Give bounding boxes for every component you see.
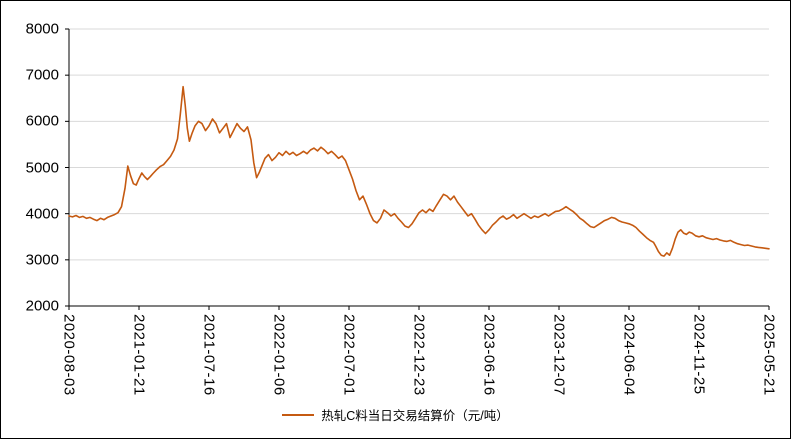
chart-legend: 热轧C料当日交易结算价（元/吨） (1, 405, 790, 424)
y-axis-tick-label: 4000 (25, 205, 59, 223)
x-axis-tick-label: 2023-12-07 (550, 314, 568, 396)
y-axis-tick-label: 8000 (25, 20, 59, 38)
y-axis-tick-label: 3000 (25, 251, 59, 269)
x-axis-tick-label: 2021-07-16 (200, 314, 218, 396)
y-axis-tick-label: 7000 (25, 66, 59, 84)
x-axis-tick-label: 2022-12-23 (410, 314, 428, 396)
legend-label: 热轧C料当日交易结算价（元/吨） (321, 409, 509, 423)
y-axis-tick-label: 2000 (25, 297, 59, 315)
price-line-series (68, 85, 770, 257)
x-axis-tick-label: 2021-01-21 (130, 314, 148, 396)
legend-line-marker (282, 413, 315, 416)
x-axis-tick-label: 2024-06-04 (620, 314, 638, 396)
x-axis-tick-label: 2024-11-25 (690, 314, 708, 395)
x-axis-tick-label: 2025-05-21 (760, 314, 778, 396)
y-axis-tick-label: 6000 (25, 112, 59, 130)
x-axis-tick-label: 2022-07-01 (340, 314, 358, 396)
y-axis-tick-label: 5000 (25, 159, 59, 176)
x-axis-tick-label: 2023-06-16 (480, 314, 498, 396)
x-axis-tick-label: 2022-01-06 (270, 314, 288, 396)
x-axis-tick-label: 2020-08-03 (60, 314, 78, 396)
